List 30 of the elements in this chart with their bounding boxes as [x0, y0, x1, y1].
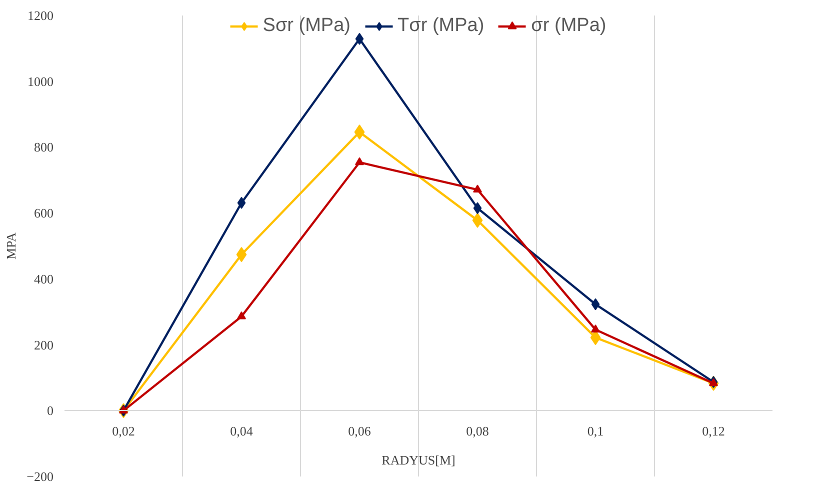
point — [472, 212, 483, 228]
x-tick-label: 0,1 — [587, 424, 604, 439]
y-tick-label: 1200 — [28, 8, 54, 23]
y-tick-label: 0 — [47, 403, 54, 418]
y-tick-label: 600 — [34, 206, 54, 221]
x-tick-label: 0,08 — [466, 424, 489, 439]
point — [236, 247, 247, 262]
x-tick-label: 0,04 — [230, 424, 254, 439]
point — [473, 202, 482, 214]
point — [355, 32, 364, 45]
point — [591, 324, 600, 332]
x-tick-label: 0,06 — [348, 424, 372, 439]
point — [473, 184, 482, 192]
legend-label: Tσr (MPa) — [398, 15, 484, 37]
y-tick-label: −200 — [26, 469, 54, 484]
y-tick-label: 800 — [34, 140, 54, 155]
legend-label: σr (MPa) — [531, 15, 606, 37]
point — [591, 298, 600, 310]
y-tick-label: 400 — [34, 271, 54, 286]
x-tick-label: 0,12 — [702, 424, 725, 439]
point — [237, 196, 246, 209]
point — [354, 124, 365, 140]
point — [237, 311, 246, 320]
legend-label: Sσr (MPa) — [262, 15, 350, 37]
y-axis-title: MPA — [4, 232, 19, 260]
point — [355, 157, 364, 166]
x-axis-title: RADYUS[M] — [382, 452, 456, 468]
x-tick-label: 0,02 — [112, 424, 135, 439]
y-tick-label: 200 — [34, 337, 54, 352]
y-tick-label: 1000 — [28, 74, 54, 89]
